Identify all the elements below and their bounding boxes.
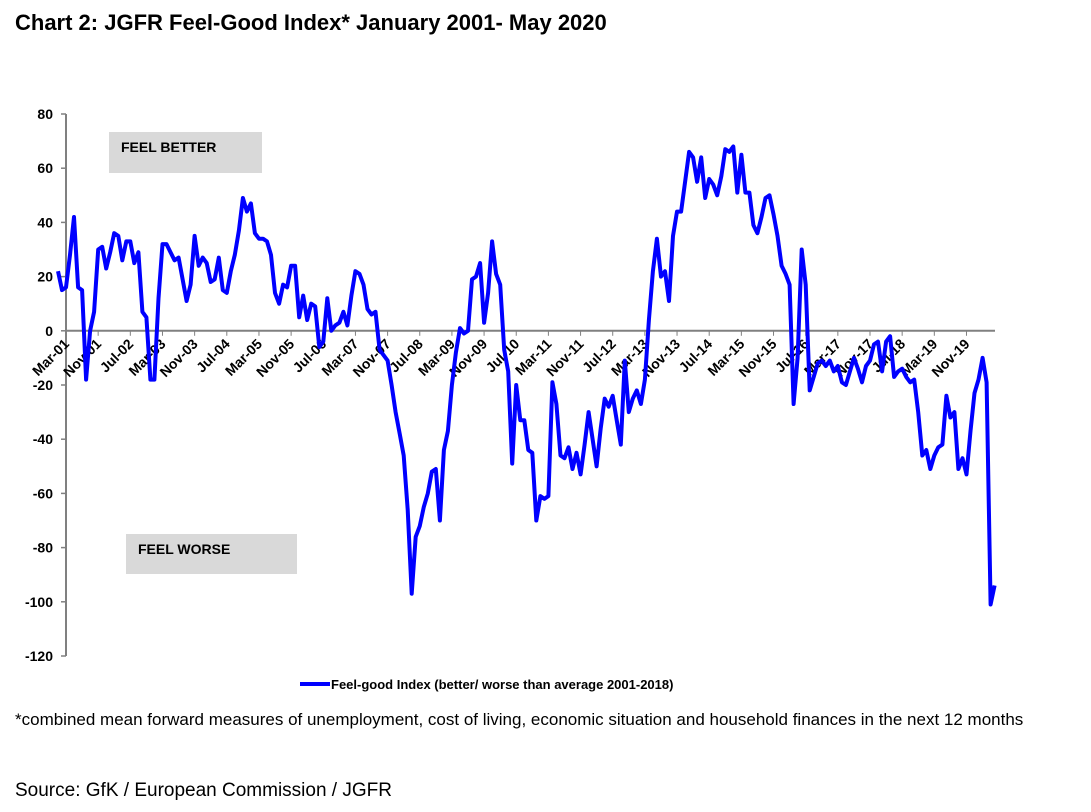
y-tick-label: 60 <box>37 160 53 176</box>
feel-worse-label-box <box>126 534 297 574</box>
feel-better-label: FEEL BETTER <box>121 139 216 155</box>
y-axis: 80 60 40 20 0 -20 -40 -60 -80 -100 -120 <box>25 106 67 664</box>
chart-title: Chart 2: JGFR Feel-Good Index* January 2… <box>15 10 607 35</box>
feel-worse-label: FEEL WORSE <box>138 541 230 557</box>
y-tick-label: 0 <box>45 323 53 339</box>
y-tick-label: 20 <box>37 269 53 285</box>
y-tick-label: -100 <box>25 594 53 610</box>
plot-area <box>56 144 997 607</box>
y-tick-label: -20 <box>33 377 53 393</box>
y-tick-label: -120 <box>25 648 53 664</box>
feel-better-label-box <box>109 132 262 173</box>
footnote: *combined mean forward measures of unemp… <box>15 710 1024 729</box>
source-note: Source: GfK / European Commission / JGFR <box>15 780 392 801</box>
y-tick-label: 80 <box>37 106 53 122</box>
y-tick-label: -80 <box>33 540 53 556</box>
series-line-feel-good-index <box>56 144 997 607</box>
y-tick-label: -60 <box>33 485 53 501</box>
y-tick-label: -40 <box>33 431 53 447</box>
y-tick-label: 40 <box>37 214 53 230</box>
legend-label: Feel-good Index (better/ worse than aver… <box>331 677 673 692</box>
legend: Feel-good Index (better/ worse than aver… <box>300 677 673 692</box>
annotations: FEEL BETTER FEEL WORSE <box>109 132 297 574</box>
